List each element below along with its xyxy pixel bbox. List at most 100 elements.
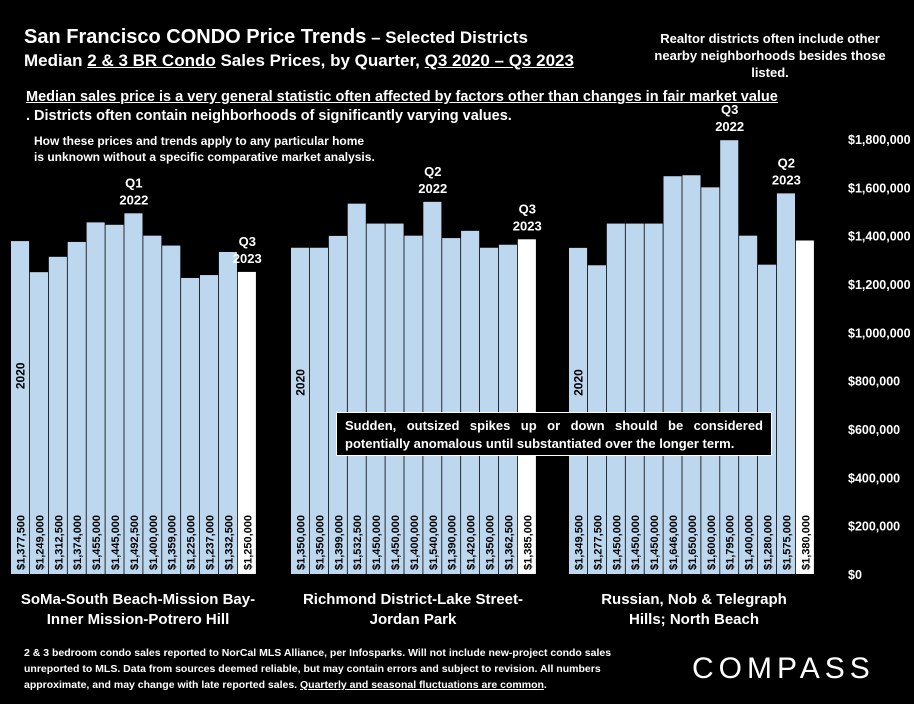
- bar-value-label: $1,350,000: [484, 515, 496, 570]
- bar-value-label: $1,450,000: [630, 515, 642, 570]
- bar-value-label: $1,420,000: [466, 515, 478, 570]
- bar: [218, 251, 237, 574]
- title-sub: – Selected Districts: [366, 28, 528, 47]
- subtitle-mid: Sales Prices, by Quarter,: [215, 51, 425, 70]
- bar: [663, 176, 682, 574]
- annotation-year: 2023: [233, 251, 262, 266]
- bar: [644, 223, 663, 575]
- bar-value-label: $1,400,000: [148, 515, 160, 570]
- bar: [404, 235, 423, 574]
- footer-underlined: Quarterly and seasonal fluctuations are …: [300, 679, 544, 691]
- bar-value-label: $1,349,500: [573, 515, 585, 570]
- bar: [200, 275, 219, 574]
- bar: [625, 223, 644, 575]
- bar: [105, 224, 124, 574]
- bar-value-label: $1,390,000: [447, 515, 459, 570]
- start-year-label: 2020: [571, 369, 585, 396]
- bar-value-label: $1,249,000: [34, 515, 46, 570]
- median-warning: Median sales price is a very general sta…: [26, 88, 778, 126]
- bar: [143, 235, 162, 574]
- bar-value-label: $1,225,000: [186, 515, 198, 570]
- chart-subtitle: Median 2 & 3 BR Condo Sales Prices, by Q…: [24, 51, 574, 71]
- annotation-quarter: Q3: [721, 102, 738, 117]
- annotation-quarter: Q2: [778, 155, 795, 170]
- subtitle-pre: Median: [24, 51, 88, 70]
- bar-value-label: $1,312,500: [53, 515, 65, 570]
- warning-rest: . Districts often contain neighborhoods …: [26, 108, 512, 124]
- bar: [48, 256, 67, 574]
- y-tick-label: $1,400,000: [848, 230, 911, 244]
- bar: [67, 241, 86, 574]
- bar-value-label: $1,380,000: [800, 515, 812, 570]
- bar: [569, 247, 588, 574]
- bar-value-label: $1,795,000: [725, 515, 737, 570]
- bar-value-label: $1,350,000: [314, 515, 326, 570]
- y-tick-label: $200,000: [848, 520, 900, 534]
- bar: [181, 277, 200, 574]
- warning-underlined: Median sales price is a very general sta…: [26, 89, 778, 105]
- bar: [776, 193, 795, 574]
- group-label-russian-line1: Russian, Nob & Telegraph: [601, 591, 787, 608]
- bar: [291, 247, 310, 574]
- bar-value-label: $1,400,000: [409, 515, 421, 570]
- bar: [795, 240, 814, 574]
- bar-value-label: $1,332,500: [223, 515, 235, 570]
- subtitle-condo: 2 & 3 BR Condo: [87, 51, 216, 70]
- footer-text: 2 & 3 bedroom condo sales reported to No…: [24, 647, 612, 691]
- subtitle-period: Q3 2020 – Q3 2023: [424, 51, 574, 70]
- bar: [309, 247, 328, 574]
- y-tick-label: $1,800,000: [848, 133, 911, 147]
- bar: [423, 201, 442, 575]
- bar-value-label: $1,450,000: [390, 515, 402, 570]
- annotation-year: 2023: [772, 172, 801, 187]
- footer-disclaimer: 2 & 3 bedroom condo sales reported to No…: [24, 645, 660, 693]
- bar: [498, 244, 517, 574]
- bar: [682, 175, 701, 574]
- group-label-soma-line2: Inner Mission-Potrero Hill: [46, 611, 230, 628]
- bar-value-label: $1,250,000: [242, 515, 254, 570]
- bar: [124, 213, 143, 574]
- annotation-quarter: Q2: [424, 164, 441, 179]
- compass-logo: COMPASS: [692, 652, 875, 685]
- bar: [86, 222, 105, 574]
- bar: [461, 230, 480, 575]
- bar-value-label: $1,362,500: [503, 515, 515, 570]
- bar: [366, 223, 385, 575]
- footer-end: .: [543, 679, 547, 691]
- bar: [606, 223, 625, 575]
- y-tick-label: $0: [848, 568, 862, 582]
- y-tick-label: $400,000: [848, 471, 900, 485]
- title-main: San Francisco CONDO Price Trends: [24, 26, 367, 48]
- bar: [442, 238, 461, 575]
- start-year-label: 2020: [13, 362, 27, 389]
- bar: [29, 272, 48, 574]
- group-label-richmond-line2: Jordan Park: [369, 611, 457, 628]
- bar-value-label: $1,445,000: [110, 515, 122, 570]
- bar-value-label: $1,385,000: [522, 515, 534, 570]
- bar: [701, 187, 720, 575]
- annotation-year: 2022: [715, 119, 744, 134]
- group-label-richmond-line1: Richmond District-Lake Street-: [302, 591, 524, 608]
- bar: [347, 203, 366, 575]
- bar-value-label: $1,350,000: [295, 515, 307, 570]
- bar-value-label: $1,237,000: [204, 515, 216, 570]
- bar-value-label: $1,400,000: [744, 515, 756, 570]
- group-label-russian-line2: Hills; North Beach: [628, 611, 760, 628]
- bar-value-label: $1,374,000: [72, 515, 84, 570]
- bar-value-label: $1,377,500: [15, 515, 27, 570]
- group-label-russian: Russian, Nob & Telegraph Hills; North Bea…: [566, 590, 822, 630]
- annotation-quarter: Q1: [125, 175, 142, 190]
- y-tick-label: $1,600,000: [848, 181, 911, 195]
- bar: [517, 239, 536, 574]
- bar-value-label: $1,280,000: [762, 515, 774, 570]
- y-tick-label: $800,000: [848, 375, 900, 389]
- start-year-label: 2020: [293, 369, 307, 396]
- bar: [237, 271, 256, 574]
- bar-value-label: $1,450,000: [649, 515, 661, 570]
- bar: [480, 247, 499, 574]
- cma-note-line1: How these prices and trends apply to any…: [34, 134, 365, 148]
- anomaly-callout: Sudden, outsized spikes up or down shoul…: [336, 412, 772, 456]
- bar-value-label: $1,575,000: [781, 515, 793, 570]
- bar-value-label: $1,540,000: [428, 515, 440, 570]
